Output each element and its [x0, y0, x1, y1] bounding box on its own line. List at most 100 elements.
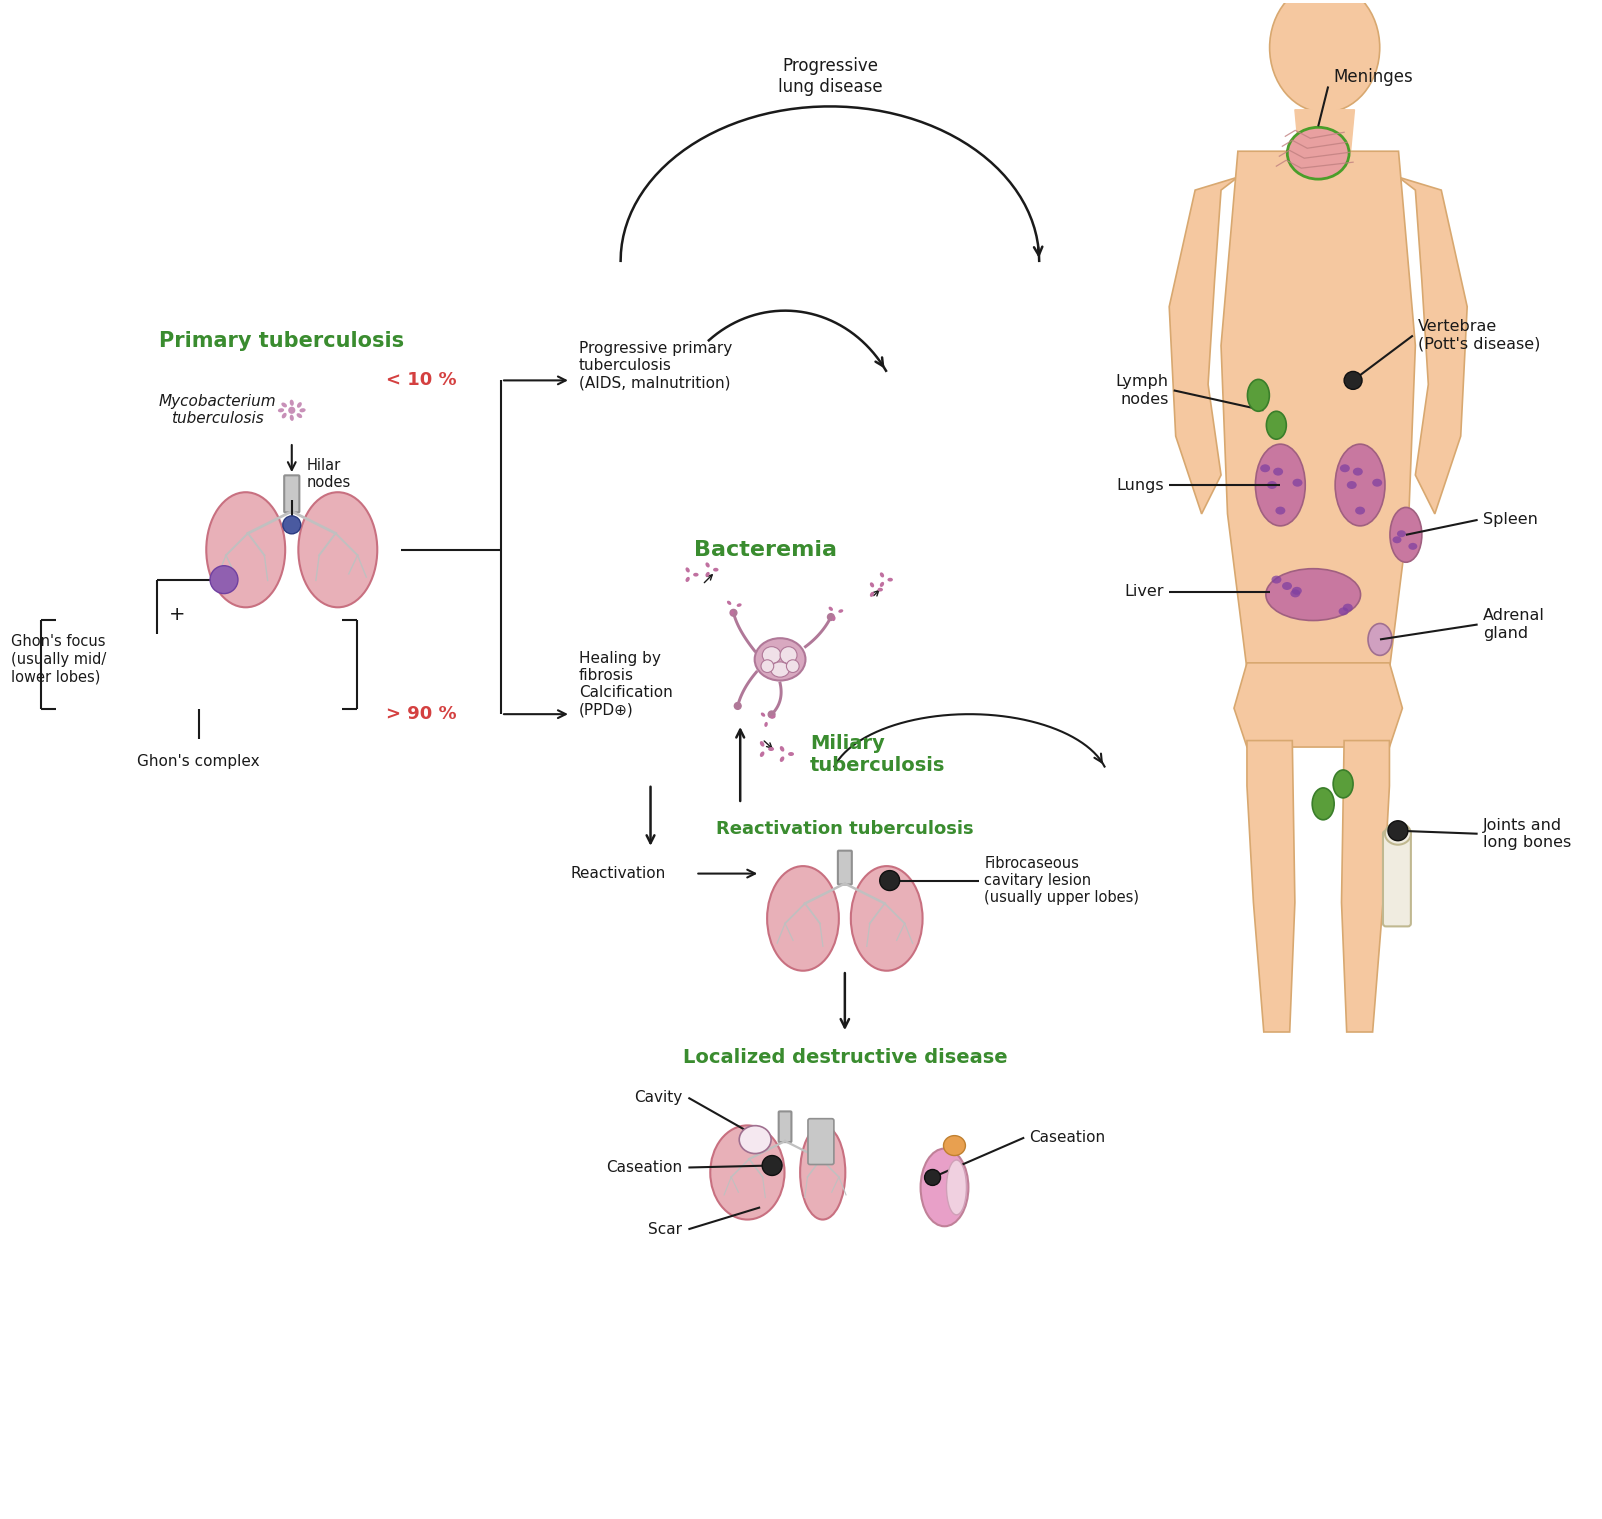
Ellipse shape: [713, 568, 719, 571]
Text: Vertebrae
(Pott's disease): Vertebrae (Pott's disease): [1418, 319, 1540, 352]
Ellipse shape: [1339, 465, 1350, 472]
Ellipse shape: [780, 647, 798, 664]
FancyBboxPatch shape: [1383, 831, 1411, 927]
Ellipse shape: [764, 722, 767, 728]
Polygon shape: [1294, 109, 1354, 152]
Ellipse shape: [296, 413, 303, 418]
Circle shape: [763, 1156, 782, 1176]
Ellipse shape: [921, 1148, 969, 1226]
Ellipse shape: [1339, 608, 1349, 615]
Ellipse shape: [705, 562, 710, 568]
Ellipse shape: [763, 647, 780, 664]
Ellipse shape: [1386, 823, 1411, 845]
Ellipse shape: [1266, 412, 1286, 439]
Ellipse shape: [761, 659, 774, 673]
Ellipse shape: [767, 747, 774, 750]
Text: Bacteremia: Bacteremia: [694, 539, 836, 561]
Ellipse shape: [761, 712, 766, 717]
Ellipse shape: [296, 403, 301, 407]
Circle shape: [284, 516, 301, 533]
Circle shape: [1344, 372, 1362, 389]
FancyBboxPatch shape: [779, 1112, 791, 1142]
Text: Spleen: Spleen: [1482, 512, 1538, 527]
Ellipse shape: [1373, 478, 1383, 486]
Text: Progressive primary
tuberculosis
(AIDS, malnutrition): Progressive primary tuberculosis (AIDS, …: [578, 340, 732, 390]
Circle shape: [210, 565, 239, 594]
Text: +: +: [168, 605, 186, 624]
Ellipse shape: [831, 617, 836, 621]
Ellipse shape: [290, 415, 293, 421]
Ellipse shape: [771, 662, 790, 677]
Ellipse shape: [1266, 568, 1360, 620]
Ellipse shape: [1293, 478, 1302, 486]
Ellipse shape: [1275, 507, 1285, 515]
Ellipse shape: [888, 577, 892, 582]
Ellipse shape: [277, 409, 284, 412]
Ellipse shape: [1288, 128, 1349, 179]
Ellipse shape: [851, 866, 923, 971]
Ellipse shape: [694, 573, 698, 577]
Circle shape: [1387, 820, 1408, 840]
Text: < 10 %: < 10 %: [386, 371, 457, 389]
Text: Fibrocaseous
cavitary lesion
(usually upper lobes): Fibrocaseous cavitary lesion (usually up…: [984, 855, 1139, 905]
Ellipse shape: [686, 568, 690, 573]
Ellipse shape: [300, 409, 306, 412]
Ellipse shape: [1368, 623, 1392, 655]
Polygon shape: [1246, 741, 1294, 1031]
Ellipse shape: [1392, 536, 1402, 544]
Text: Reactivation tuberculosis: Reactivation tuberculosis: [716, 820, 974, 838]
Ellipse shape: [686, 577, 690, 582]
Ellipse shape: [878, 588, 883, 591]
Ellipse shape: [1291, 586, 1302, 595]
Ellipse shape: [1408, 542, 1418, 550]
Polygon shape: [1221, 152, 1415, 670]
Circle shape: [288, 407, 295, 413]
Text: Caseation: Caseation: [606, 1161, 682, 1176]
Circle shape: [879, 870, 900, 890]
Polygon shape: [1169, 178, 1238, 513]
Circle shape: [769, 711, 775, 718]
Ellipse shape: [1397, 530, 1407, 538]
Polygon shape: [1234, 662, 1402, 747]
Text: Joints and
long bones: Joints and long bones: [1482, 817, 1572, 851]
Text: Ghon's focus
(usually mid/
lower lobes): Ghon's focus (usually mid/ lower lobes): [11, 635, 106, 684]
Ellipse shape: [1290, 589, 1301, 597]
Ellipse shape: [1267, 482, 1277, 489]
Ellipse shape: [879, 573, 884, 577]
Ellipse shape: [727, 600, 732, 605]
Ellipse shape: [1282, 582, 1291, 589]
Ellipse shape: [1272, 576, 1282, 583]
Text: Scar: Scar: [649, 1221, 682, 1236]
Ellipse shape: [1248, 380, 1269, 412]
Ellipse shape: [755, 638, 806, 681]
Ellipse shape: [710, 1126, 785, 1220]
Text: Miliary
tuberculosis: Miliary tuberculosis: [811, 734, 945, 775]
Polygon shape: [1341, 741, 1389, 1031]
Ellipse shape: [298, 492, 378, 608]
Ellipse shape: [1256, 444, 1306, 526]
Ellipse shape: [705, 571, 710, 577]
Ellipse shape: [780, 756, 785, 763]
Ellipse shape: [870, 582, 875, 588]
Text: > 90 %: > 90 %: [386, 705, 457, 723]
FancyBboxPatch shape: [838, 851, 852, 884]
Circle shape: [734, 703, 742, 709]
Text: Lungs: Lungs: [1117, 477, 1163, 492]
Ellipse shape: [1391, 507, 1423, 562]
Ellipse shape: [731, 611, 734, 615]
Ellipse shape: [947, 1161, 966, 1215]
Ellipse shape: [1342, 603, 1352, 612]
Polygon shape: [1399, 178, 1467, 513]
Ellipse shape: [828, 606, 833, 611]
Circle shape: [731, 609, 737, 617]
FancyBboxPatch shape: [807, 1118, 835, 1165]
Circle shape: [924, 1170, 940, 1185]
Ellipse shape: [207, 492, 285, 608]
Text: Ghon's complex: Ghon's complex: [138, 753, 260, 769]
Ellipse shape: [838, 609, 843, 612]
Ellipse shape: [1333, 770, 1354, 797]
Text: Localized destructive disease: Localized destructive disease: [682, 1048, 1008, 1068]
Text: Meninges: Meninges: [1333, 67, 1413, 85]
Ellipse shape: [282, 403, 287, 407]
Text: Primary tuberculosis: Primary tuberculosis: [159, 331, 404, 351]
